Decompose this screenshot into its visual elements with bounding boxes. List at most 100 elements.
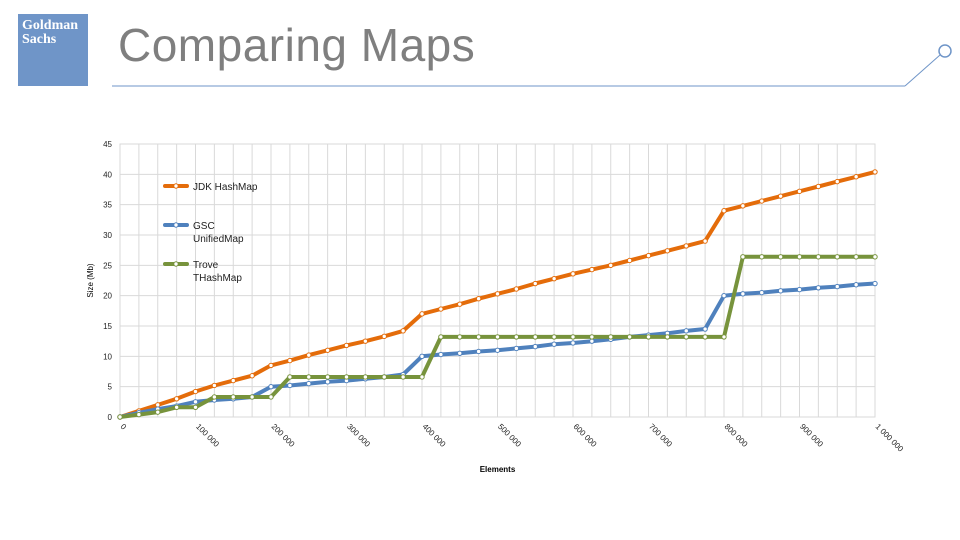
x-tick-label: 900 000 xyxy=(798,422,825,449)
data-point-jdk-hashmap xyxy=(702,238,708,244)
data-point-jdk-hashmap xyxy=(306,352,312,358)
data-point-jdk-hashmap xyxy=(551,275,557,282)
y-tick-label: 35 xyxy=(103,201,112,210)
legend-label-line2: UnifiedMap xyxy=(193,234,244,245)
x-tick-label: 300 000 xyxy=(345,422,372,449)
data-point-gsc-unifiedmap xyxy=(268,383,274,390)
data-point-trove-thashmap xyxy=(683,334,689,340)
data-point-gsc-unifiedmap xyxy=(796,286,803,293)
data-point-gsc-unifiedmap xyxy=(815,285,822,291)
data-point-trove-thashmap xyxy=(853,254,859,260)
legend-label: GSC xyxy=(193,221,215,232)
data-point-trove-thashmap xyxy=(608,334,614,340)
data-point-jdk-hashmap xyxy=(230,377,236,384)
data-point-gsc-unifiedmap xyxy=(532,343,538,350)
data-point-trove-thashmap xyxy=(117,414,123,420)
data-point-trove-thashmap xyxy=(777,254,784,260)
data-point-gsc-unifiedmap xyxy=(494,347,501,353)
data-point-jdk-hashmap xyxy=(740,203,746,209)
data-point-jdk-hashmap xyxy=(324,347,331,353)
data-point-gsc-unifiedmap xyxy=(759,289,765,296)
x-tick-label: 500 000 xyxy=(496,422,523,449)
data-point-trove-thashmap xyxy=(740,254,746,260)
data-point-jdk-hashmap xyxy=(362,338,369,344)
legend-marker xyxy=(173,261,179,267)
data-point-jdk-hashmap xyxy=(777,193,784,199)
title-underline-diagonal xyxy=(904,54,941,87)
data-point-trove-thashmap xyxy=(475,334,482,340)
data-point-trove-thashmap xyxy=(664,334,671,340)
data-point-trove-thashmap xyxy=(872,254,878,260)
title-underline-decoration xyxy=(112,44,952,87)
x-axis-title: Elements xyxy=(480,465,516,474)
data-point-jdk-hashmap xyxy=(211,382,218,389)
data-point-gsc-unifiedmap xyxy=(589,338,595,344)
data-point-jdk-hashmap xyxy=(872,169,878,175)
data-point-trove-thashmap xyxy=(570,334,576,340)
legend-marker xyxy=(173,222,179,228)
data-point-trove-thashmap xyxy=(136,411,142,418)
data-point-jdk-hashmap xyxy=(438,306,444,312)
data-point-trove-thashmap xyxy=(173,404,180,410)
y-tick-label: 0 xyxy=(108,413,113,422)
x-tick-label: 800 000 xyxy=(723,422,750,449)
data-point-jdk-hashmap xyxy=(419,311,425,317)
y-tick-label: 30 xyxy=(103,231,112,240)
data-point-gsc-unifiedmap xyxy=(777,288,784,294)
data-point-jdk-hashmap xyxy=(268,362,274,369)
data-point-jdk-hashmap xyxy=(457,301,463,307)
data-point-jdk-hashmap xyxy=(287,357,293,364)
data-point-gsc-unifiedmap xyxy=(438,351,444,358)
data-point-trove-thashmap xyxy=(513,334,520,340)
legend-marker xyxy=(173,183,179,189)
data-point-trove-thashmap xyxy=(438,334,444,340)
data-point-trove-thashmap xyxy=(192,404,199,410)
x-tick-label: 600 000 xyxy=(572,422,599,449)
data-point-trove-thashmap xyxy=(230,394,236,400)
data-point-trove-thashmap xyxy=(381,374,387,380)
data-point-trove-thashmap xyxy=(362,374,369,380)
data-point-gsc-unifiedmap xyxy=(702,326,708,332)
data-point-trove-thashmap xyxy=(645,334,652,340)
data-point-jdk-hashmap xyxy=(192,388,199,395)
x-tick-label: 200 000 xyxy=(270,422,297,449)
data-point-jdk-hashmap xyxy=(475,296,482,302)
data-point-gsc-unifiedmap xyxy=(287,382,293,389)
legend-label: Trove xyxy=(193,260,219,271)
data-point-trove-thashmap xyxy=(287,374,293,380)
data-point-trove-thashmap xyxy=(494,334,501,340)
data-point-jdk-hashmap xyxy=(853,174,859,180)
data-point-gsc-unifiedmap xyxy=(457,350,463,356)
data-point-jdk-hashmap xyxy=(589,266,595,273)
data-point-gsc-unifiedmap xyxy=(192,399,199,405)
data-point-gsc-unifiedmap xyxy=(513,345,520,352)
y-axis-title: Size (Mb) xyxy=(86,263,95,298)
data-point-trove-thashmap xyxy=(702,334,708,340)
data-point-jdk-hashmap xyxy=(796,188,803,195)
y-tick-label: 40 xyxy=(103,170,112,179)
data-point-jdk-hashmap xyxy=(343,342,350,349)
data-point-gsc-unifiedmap xyxy=(570,340,576,346)
data-point-trove-thashmap xyxy=(211,394,218,400)
data-point-gsc-unifiedmap xyxy=(475,348,482,355)
data-point-trove-thashmap xyxy=(324,374,331,380)
data-point-jdk-hashmap xyxy=(249,373,255,379)
x-tick-label: 0 xyxy=(119,422,129,432)
data-point-trove-thashmap xyxy=(759,254,765,260)
data-point-gsc-unifiedmap xyxy=(872,280,878,287)
data-point-trove-thashmap xyxy=(268,394,274,400)
data-point-trove-thashmap xyxy=(400,374,406,380)
x-tick-label: 700 000 xyxy=(647,422,674,449)
slide-title: Comparing Maps xyxy=(118,19,476,71)
data-point-jdk-hashmap xyxy=(173,396,180,402)
data-point-trove-thashmap xyxy=(589,334,595,340)
y-tick-label: 10 xyxy=(103,352,112,361)
data-point-jdk-hashmap xyxy=(532,280,538,287)
data-point-trove-thashmap xyxy=(532,334,538,340)
data-point-trove-thashmap xyxy=(796,254,803,260)
data-point-jdk-hashmap xyxy=(608,262,614,269)
data-point-jdk-hashmap xyxy=(721,208,727,214)
logo-line-1: Goldman xyxy=(22,18,79,33)
data-point-trove-thashmap xyxy=(306,374,312,380)
